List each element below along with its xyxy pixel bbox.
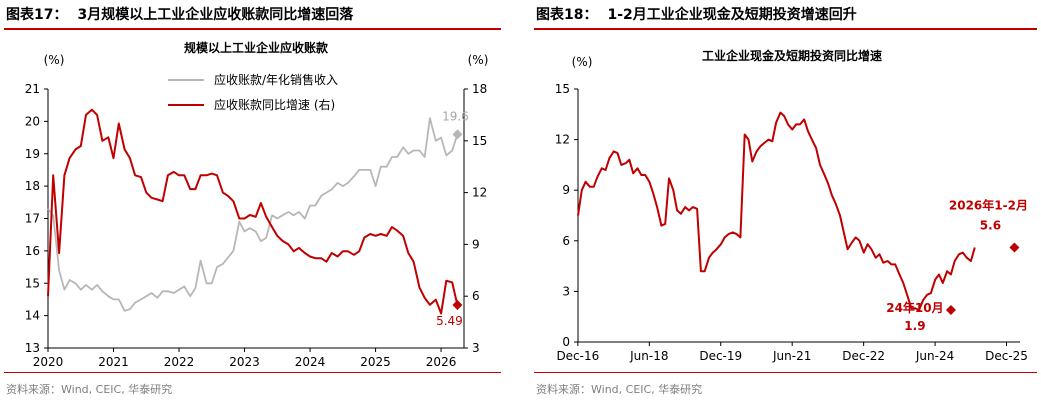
left-x-tick-label: 2024 [295, 355, 326, 369]
left-y-tick-label-right: 18 [472, 82, 487, 96]
right-figure-title: 图表18： 1-2月工业企业现金及短期投资增速回升 [536, 4, 857, 24]
right-figure-number: 图表18： [536, 7, 598, 23]
left-y-tick-label-left: 17 [25, 212, 40, 226]
left-legend-label-ratio: 应收账款/年化销售收入 [214, 72, 338, 87]
left-legend-label-growth: 应收账款同比增速 (右) [214, 97, 335, 112]
right-y-tick-label: 3 [562, 284, 570, 298]
right-chart: 工业企业现金及短期投资同比增速 (%) 0 3 6 9 12 15 Dec-16 Jun-18 De… [555, 48, 1028, 363]
left-chart: 规模以上工业企业应收账款(%) (%)1314151617181920213691… [25, 40, 489, 369]
right-x-tick-label: Dec-16 [556, 349, 599, 363]
left-y-unit-right: (%) [468, 53, 489, 67]
left-y-tick-label-right: 15 [472, 134, 487, 148]
left-y-tick-label-right: 6 [472, 289, 480, 303]
right-x-tick-label: Dec-22 [842, 349, 885, 363]
right-annotation-low-marker [945, 304, 956, 315]
right-footer-rule [534, 372, 1037, 373]
left-series-receivable-growth-end-marker [452, 300, 463, 311]
right-y-unit: (%) [572, 55, 593, 69]
left-y-tick-label-right: 3 [472, 341, 480, 355]
left-y-tick-label-right: 12 [472, 186, 487, 200]
left-source-note: 资料来源：Wind, CEIC, 华泰研究 [6, 383, 173, 396]
right-annotation-low-date: 24年10月 [886, 300, 943, 315]
right-x-tick-label: Dec-25 [985, 349, 1028, 363]
right-y-tick-label: 0 [562, 335, 570, 349]
right-y-tick-label: 15 [555, 82, 570, 96]
left-y-tick-label-left: 14 [25, 309, 40, 323]
right-chart-title: 工业企业现金及短期投资同比增速 [702, 48, 882, 63]
left-y-tick-label-left: 15 [25, 276, 40, 290]
right-annotation-latest-marker [1009, 242, 1020, 253]
right-annotation-low-value: 1.9 [904, 319, 925, 333]
right-annotation-latest-date: 2026年1-2月 [949, 198, 1028, 213]
right-title-rule [534, 28, 1037, 30]
right-y-tick-label: 9 [562, 183, 570, 197]
left-chart-title: 规模以上工业企业应收账款 [184, 40, 329, 55]
left-figure-subtitle: 3月规模以上工业企业应收账款同比增速回落 [77, 7, 354, 23]
left-series-receivable-ratio-end-label: 19.6 [442, 109, 469, 123]
right-series-cash-growth-line [577, 111, 976, 311]
right-figure-panel: 图表18： 1-2月工业企业现金及短期投资增速回升 工业企业现金及短期投资同比增速… [530, 0, 1041, 408]
left-y-tick-label-left: 18 [25, 179, 40, 193]
right-source-note: 资料来源：Wind, CEIC, 华泰研究 [536, 383, 703, 396]
left-series-receivable-ratio-line [47, 117, 459, 312]
right-x-tick-label: Jun-24 [915, 349, 954, 363]
right-x-tick-label: Jun-21 [772, 349, 811, 363]
left-y-tick-label-left: 19 [25, 147, 40, 161]
right-y-tick-label: 12 [555, 133, 570, 147]
left-x-tick-label: 2020 [33, 355, 64, 369]
left-footer-rule [4, 372, 501, 373]
left-series-receivable-ratio-end-marker [452, 129, 463, 140]
left-x-tick-label: 2025 [360, 355, 391, 369]
left-x-tick-label: 2023 [229, 355, 260, 369]
left-series-receivable-growth-end-label: 5.49 [436, 314, 463, 328]
left-figure-number: 图表17： [6, 7, 68, 23]
left-y-tick-label-left: 16 [25, 244, 40, 258]
left-y-tick-label-left: 21 [25, 82, 40, 96]
right-x-tick-label: Jun-18 [629, 349, 668, 363]
left-x-tick-label: 2021 [98, 355, 129, 369]
right-figure-subtitle: 1-2月工业企业现金及短期投资增速回升 [607, 7, 857, 23]
right-annotation-latest-value: 5.6 [980, 219, 1001, 233]
right-y-tick-label: 6 [562, 234, 570, 248]
left-series-receivable-growth-line [47, 108, 459, 315]
left-figure-title: 图表17： 3月规模以上工业企业应收账款同比增速回落 [6, 4, 353, 24]
left-title-rule [4, 28, 501, 30]
left-y-unit-left: (%) [44, 53, 65, 67]
left-y-tick-label-right: 9 [472, 237, 480, 251]
left-x-tick-label: 2026 [426, 355, 457, 369]
left-figure-panel: 图表17： 3月规模以上工业企业应收账款同比增速回落 规模以上工业企业应收账款 (%… [0, 0, 505, 408]
right-x-tick-label: Dec-19 [699, 349, 742, 363]
left-x-tick-label: 2022 [164, 355, 195, 369]
left-y-tick-label-left: 20 [25, 114, 40, 128]
left-y-tick-label-left: 13 [25, 341, 40, 355]
